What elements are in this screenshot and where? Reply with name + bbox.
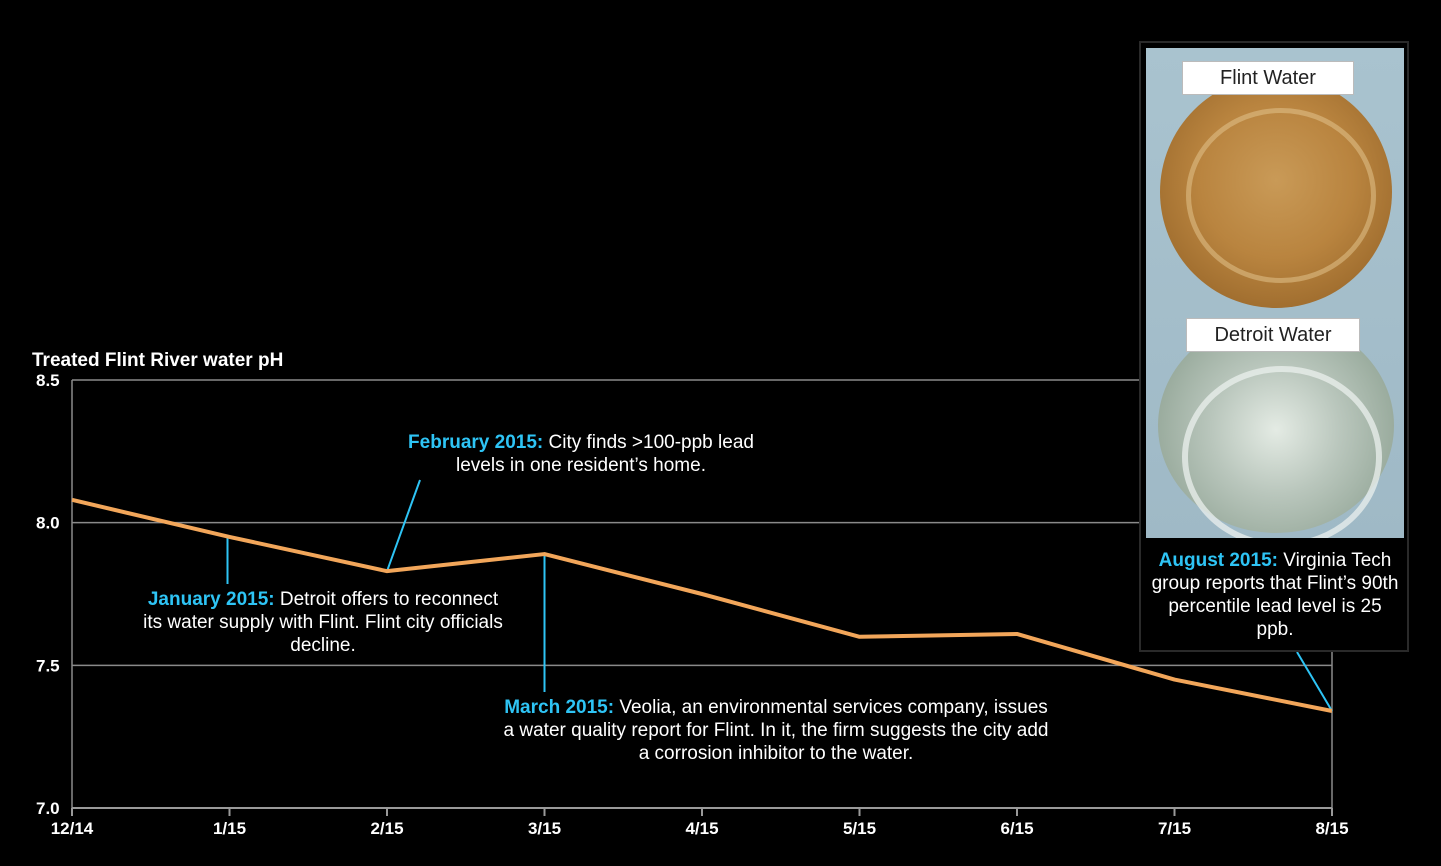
annotation-february-2015: February 2015: City finds >100-ppb lead …: [408, 432, 754, 476]
detroit-water-label: Detroit Water: [1186, 318, 1360, 352]
y-axis-label: Treated Flint River water pH: [32, 350, 283, 371]
annotation-march-2015: March 2015: Veolia, an environmental ser…: [503, 697, 1049, 764]
annotation-leaders: [226, 479, 1333, 712]
february-leader-line: [386, 479, 421, 572]
x-tick-label: 8/15: [1315, 819, 1348, 838]
detroit-jar-rim: [1182, 366, 1382, 538]
x-tick-label: 4/15: [685, 819, 718, 838]
flint-water-label: Flint Water: [1182, 61, 1354, 95]
annotation-august-2015: August 2015: Virginia Tech group reports…: [1151, 550, 1399, 640]
flint-jar-rim: [1186, 108, 1376, 283]
x-tick-label: 2/15: [370, 819, 403, 838]
x-tick-label: 3/15: [528, 819, 561, 838]
august-leader-line: [1296, 651, 1333, 712]
annotation-january-2015: January 2015: Detroit offers to reconnec…: [143, 589, 503, 656]
water-jars-photo: Flint Water Detroit Water: [1146, 48, 1404, 538]
y-tick-label: 8.5: [36, 371, 60, 390]
y-ticks: 8.5 8.0 7.5 7.0: [36, 371, 60, 818]
x-tick-label: 5/15: [843, 819, 876, 838]
y-tick-label: 7.5: [36, 656, 60, 675]
x-ticks: 12/14 1/15 2/15 3/15 4/15 5/15 6/15 7/15 8/15: [51, 808, 1349, 838]
x-tick-label: 12/14: [51, 819, 94, 838]
y-tick-label: 8.0: [36, 514, 60, 533]
y-tick-label: 7.0: [36, 799, 60, 818]
water-comparison-photo-panel: Flint Water Detroit Water: [1139, 41, 1409, 652]
x-tick-label: 7/15: [1158, 819, 1191, 838]
series: [71, 497, 1333, 713]
x-tick-label: 1/15: [213, 819, 246, 838]
x-tick-label: 6/15: [1000, 819, 1033, 838]
